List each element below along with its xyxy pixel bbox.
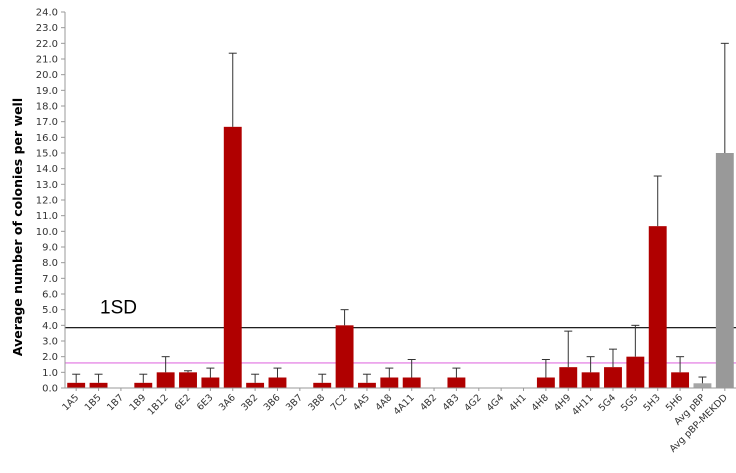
y-axis: 0.0 1.0 2.0 3.0 4.0 5.0 6.0 7.0 8.0 9.0 10.0 11.0 12… bbox=[36, 8, 65, 395]
y-tick-label: 9.0 bbox=[42, 243, 58, 254]
bar bbox=[67, 382, 86, 388]
reference-line-label: 1SD bbox=[100, 298, 137, 319]
x-tick-label: 1B5 bbox=[83, 392, 104, 413]
y-tick-label: 23.0 bbox=[36, 23, 58, 34]
x-tick-label: 3B7 bbox=[284, 392, 305, 413]
bar bbox=[626, 356, 645, 388]
y-tick-label: 15.0 bbox=[36, 149, 58, 160]
x-tick-label: 1A5 bbox=[60, 392, 81, 413]
bar bbox=[648, 226, 667, 388]
bar bbox=[179, 372, 197, 388]
x-tick-label: 4B2 bbox=[418, 392, 439, 413]
y-tick-label: 21.0 bbox=[36, 55, 58, 66]
y-tick-label: 8.0 bbox=[42, 258, 58, 269]
y-tick-label: 17.0 bbox=[36, 117, 58, 128]
y-tick-label: 18.0 bbox=[36, 102, 58, 113]
y-tick-label: 5.0 bbox=[42, 305, 58, 316]
x-tick-label: 4G4 bbox=[485, 392, 507, 414]
y-tick-label: 1.0 bbox=[42, 368, 58, 379]
y-tick-label: 10.0 bbox=[36, 227, 58, 238]
bar bbox=[134, 382, 153, 388]
bar bbox=[201, 377, 220, 388]
x-tick-label: 4G2 bbox=[462, 392, 484, 414]
x-tick-label: 4B3 bbox=[441, 392, 462, 413]
x-tick-label: 4A5 bbox=[351, 392, 372, 413]
x-tick-label: 5G5 bbox=[619, 392, 641, 414]
x-tick-label: 7C2 bbox=[329, 392, 350, 413]
x-tick-label: 3B2 bbox=[239, 392, 260, 413]
y-tick-label: 3.0 bbox=[42, 337, 58, 348]
bar bbox=[693, 383, 712, 388]
error-bars bbox=[72, 42, 729, 384]
y-tick-label: 0.0 bbox=[42, 384, 58, 395]
x-tick-label: 1B12 bbox=[146, 392, 171, 417]
y-tick-label: 12.0 bbox=[36, 196, 58, 207]
bar bbox=[671, 372, 690, 388]
y-tick-label: 13.0 bbox=[36, 180, 58, 191]
bar bbox=[604, 367, 622, 388]
bar bbox=[358, 382, 376, 388]
bars bbox=[67, 126, 734, 388]
x-tick-label: 5H3 bbox=[641, 392, 662, 413]
x-tick-label: 3B6 bbox=[262, 392, 283, 413]
y-tick-label: 22.0 bbox=[36, 39, 58, 50]
y-tick-label: 14.0 bbox=[36, 164, 58, 175]
y-tick-label: 4.0 bbox=[42, 321, 58, 332]
y-tick-label: 2.0 bbox=[42, 352, 58, 363]
bar bbox=[380, 377, 399, 388]
x-tick-label: 6E3 bbox=[195, 392, 216, 413]
y-axis-label: Average number of colonies per well bbox=[10, 98, 25, 356]
y-tick-label: 11.0 bbox=[36, 211, 58, 222]
bar bbox=[715, 153, 734, 388]
y-tick-label: 19.0 bbox=[36, 86, 58, 97]
bar bbox=[246, 382, 265, 388]
reference-lines: 1SD bbox=[65, 298, 736, 364]
x-tick-label: 1B7 bbox=[105, 392, 126, 413]
x-tick-label: 5G4 bbox=[597, 392, 619, 414]
bar bbox=[313, 382, 332, 388]
bar bbox=[223, 126, 242, 388]
bar bbox=[447, 377, 466, 388]
x-tick-label: 3A6 bbox=[217, 392, 238, 413]
bar bbox=[559, 367, 578, 388]
bar bbox=[402, 377, 421, 388]
x-tick-label: 3B8 bbox=[306, 392, 327, 413]
bar bbox=[335, 325, 354, 388]
bar bbox=[581, 372, 600, 388]
x-tick-label: 6E2 bbox=[173, 392, 194, 413]
y-tick-label: 7.0 bbox=[42, 274, 58, 285]
bar bbox=[268, 377, 287, 388]
y-tick-label: 16.0 bbox=[36, 133, 58, 144]
x-tick-label: 4H8 bbox=[530, 392, 551, 413]
x-tick-label: 4H11 bbox=[570, 392, 596, 418]
x-tick-label: 4H1 bbox=[507, 392, 528, 413]
bar bbox=[156, 372, 175, 388]
y-tick-label: 24.0 bbox=[36, 8, 58, 19]
y-tick-label: 6.0 bbox=[42, 290, 58, 301]
bar bbox=[89, 382, 108, 388]
bar bbox=[536, 377, 555, 388]
x-tick-label: 4A11 bbox=[392, 392, 417, 417]
y-tick-label: 20.0 bbox=[36, 70, 58, 81]
